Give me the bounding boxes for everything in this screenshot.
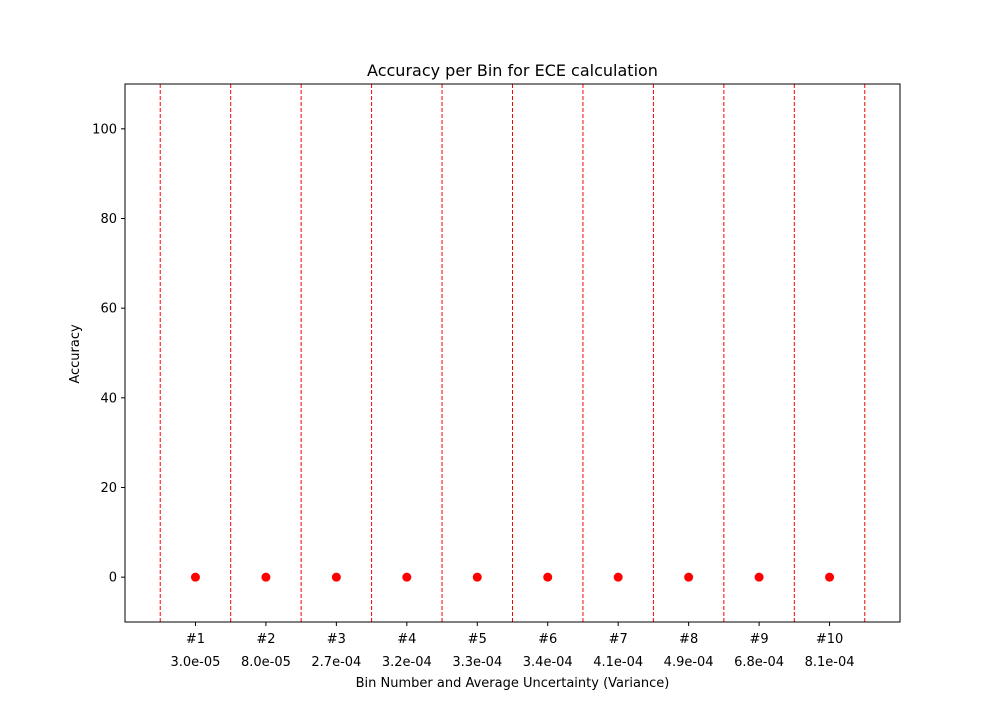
data-point: [331, 572, 341, 582]
x-tick-label-uncertainty: 3.2e-04: [382, 655, 432, 670]
x-tick-label-uncertainty: 8.1e-04: [805, 655, 855, 670]
x-axis-label: Bin Number and Average Uncertainty (Vari…: [356, 676, 670, 691]
x-tick-label-uncertainty: 3.0e-05: [171, 655, 221, 670]
x-tick-label-bin: #5: [468, 632, 487, 647]
x-tick-label-bin: #6: [538, 632, 557, 647]
x-tick-label-bin: #4: [397, 632, 416, 647]
x-tick-label-uncertainty: 2.7e-04: [311, 655, 361, 670]
data-point: [190, 572, 200, 582]
data-point: [472, 572, 482, 582]
y-tick-label: 80: [100, 212, 117, 227]
x-tick-label-bin: #2: [256, 632, 275, 647]
x-axis-ticks: #1 3.0e-05 #2 8.0e-05 #3 2.7e-04 #4 3.2e-04 #5 3.…: [171, 622, 855, 670]
y-tick-label: 60: [100, 302, 117, 317]
x-tick-label-bin: #1: [186, 632, 205, 647]
x-tick-label-bin: #8: [679, 632, 698, 647]
y-tick-label: 0: [109, 571, 117, 586]
data-point: [261, 572, 271, 582]
y-axis-label: Accuracy: [68, 324, 83, 384]
x-tick-label-bin: #3: [327, 632, 346, 647]
x-tick-label-uncertainty: 6.8e-04: [734, 655, 784, 670]
x-tick-label-bin: #9: [750, 632, 769, 647]
data-point: [684, 572, 694, 582]
x-tick-label-bin: #10: [816, 632, 843, 647]
x-tick-label-uncertainty: 4.9e-04: [664, 655, 714, 670]
x-tick-label-bin: #7: [609, 632, 628, 647]
y-tick-label: 20: [100, 481, 117, 496]
data-point: [825, 572, 835, 582]
x-tick-label-uncertainty: 3.3e-04: [452, 655, 502, 670]
data-point: [613, 572, 623, 582]
data-points: [190, 572, 835, 582]
x-tick-label-uncertainty: 3.4e-04: [523, 655, 573, 670]
data-point: [754, 572, 764, 582]
x-tick-label-uncertainty: 8.0e-05: [241, 655, 291, 670]
y-tick-label: 100: [92, 122, 117, 137]
x-tick-label-uncertainty: 4.1e-04: [593, 655, 643, 670]
chart-title: Accuracy per Bin for ECE calculation: [367, 61, 658, 80]
data-point: [543, 572, 553, 582]
y-tick-label: 40: [100, 391, 117, 406]
y-axis-ticks: 0 20 40 60 80 100: [92, 122, 125, 586]
data-point: [402, 572, 412, 582]
plot-area-frame: [124, 83, 901, 623]
